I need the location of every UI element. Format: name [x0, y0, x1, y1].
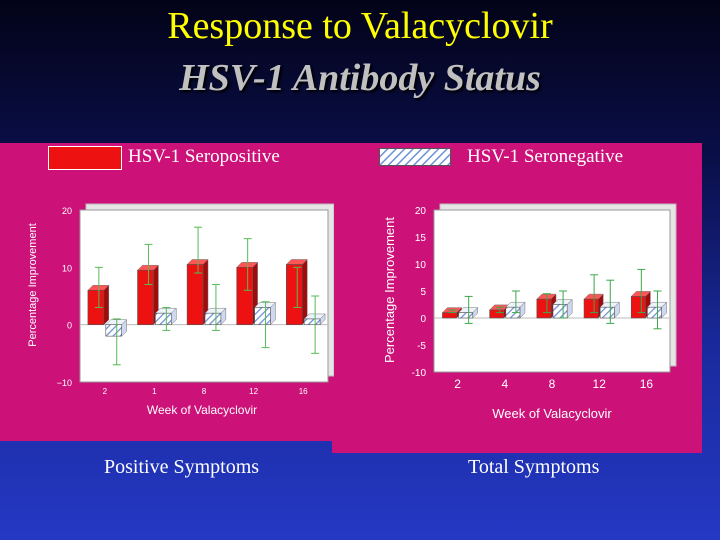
seronegative-bar [155, 312, 172, 325]
seronegative-bar [204, 312, 222, 325]
total-symptoms-chart: Percentage Improvement Week of Valacyclo… [382, 203, 677, 421]
r-plot-area [433, 209, 671, 373]
caption-positive-symptoms: Positive Symptoms [104, 456, 260, 478]
seropositive-bar [286, 264, 303, 325]
seronegative-bar [105, 324, 122, 337]
y-tick-label: 0 [420, 314, 426, 325]
legend-seronegative-label: HSV-1 Seronegative [467, 146, 624, 167]
seronegative-bar [552, 304, 568, 319]
legend-seropositive-swatch [48, 146, 122, 170]
x-tick-label: 12 [593, 377, 607, 391]
seropositive-bar [583, 298, 599, 319]
seropositive-bar [489, 309, 505, 319]
x-tick-label: 8 [549, 377, 556, 391]
x-tick-label: 2 [103, 387, 108, 396]
x-tick-label: 8 [202, 387, 207, 396]
seropositive-bar [536, 298, 552, 319]
right-x-axis-label: Week of Valacyclovir [492, 406, 612, 421]
seropositive-bar [137, 269, 154, 325]
left-y-axis-label: Percentage Improvement [27, 223, 39, 347]
y-tick-label: 5 [420, 287, 426, 298]
seronegative-bar [599, 306, 615, 319]
y-tick-label: 15 [415, 233, 427, 244]
slide-subtitle: HSV-1 Antibody Status [179, 57, 541, 99]
slide-title: Response to Valacyclovir [167, 5, 553, 47]
y-tick-label: -5 [417, 341, 426, 352]
seropositive-bar-side [301, 258, 308, 326]
seronegative-bar [458, 312, 474, 319]
left-x-axis-label: Week of Valacyclovir [147, 403, 257, 417]
x-tick-label: 16 [299, 387, 308, 396]
x-tick-label: 2 [454, 377, 461, 391]
right-y-axis-label: Percentage Improvement [382, 217, 397, 363]
y-tick-label: −10 [57, 378, 72, 388]
seronegative-bar [303, 318, 321, 325]
positive-symptoms-chart: Percentage Improvement Week of Valacyclo… [27, 203, 334, 417]
legend-seropositive-label: HSV-1 Seropositive [128, 146, 280, 167]
seropositive-bar-side [103, 284, 110, 326]
y-tick-label: 0 [67, 321, 72, 331]
y-tick-label: 10 [62, 263, 72, 273]
legend-seronegative-swatch [379, 148, 451, 166]
x-tick-label: 12 [249, 387, 258, 396]
seronegative-bar [254, 307, 271, 325]
caption-total-symptoms: Total Symptoms [468, 456, 600, 478]
x-tick-label: 16 [640, 377, 654, 391]
y-tick-label: 20 [62, 206, 72, 216]
y-tick-label: 10 [415, 260, 427, 271]
x-tick-label: 1 [152, 387, 157, 396]
y-tick-label: 20 [415, 206, 427, 217]
seropositive-bar [186, 264, 204, 325]
seropositive-bar [236, 267, 253, 325]
seropositive-bar [442, 312, 457, 319]
y-tick-label: -10 [412, 368, 427, 379]
seronegative-bar [647, 306, 662, 319]
x-tick-label: 4 [501, 377, 508, 391]
seropositive-bar [630, 296, 646, 319]
